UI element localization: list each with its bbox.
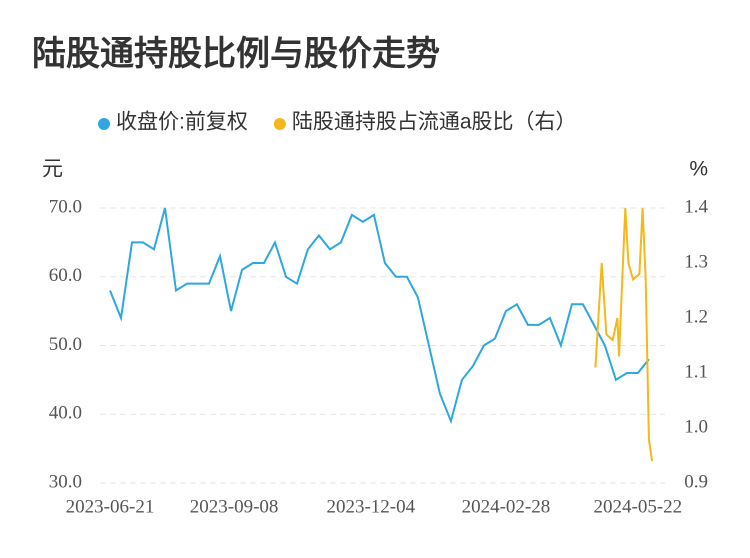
y-tick-label: 40.0	[49, 403, 82, 424]
y-tick-label: 30.0	[49, 471, 82, 492]
x-tick-label: 2023-06-21	[66, 496, 155, 517]
legend-marker	[273, 118, 286, 130]
y2-tick-label: 1.4	[684, 196, 708, 217]
y2-tick-label: 1.2	[684, 306, 708, 327]
y2-tick-label: 0.9	[684, 471, 708, 492]
chart-title: 陆股通持股比例与股价走势	[32, 35, 440, 73]
y2-tick-label: 1.3	[684, 251, 708, 272]
x-tick-label: 2024-02-28	[462, 496, 551, 517]
legend-label: 陆股通持股占流通a股比（右）	[292, 111, 577, 134]
y2-tick-label: 1.1	[684, 361, 708, 382]
x-tick-label: 2023-12-04	[326, 496, 415, 517]
legend-marker	[98, 118, 110, 130]
x-tick-label: 2023-09-08	[190, 496, 279, 517]
y-axis-label: 元	[42, 158, 63, 181]
x-tick-label: 2024-05-22	[594, 496, 683, 517]
y2-axis-label: %	[689, 158, 708, 181]
series-line	[594, 207, 653, 462]
y-tick-label: 70.0	[49, 196, 82, 217]
series-line	[109, 207, 650, 425]
legend-label: 收盘价:前复权	[116, 111, 248, 134]
y2-tick-label: 1.0	[684, 416, 708, 437]
y-tick-label: 50.0	[49, 334, 82, 355]
y-tick-label: 60.0	[49, 265, 82, 286]
